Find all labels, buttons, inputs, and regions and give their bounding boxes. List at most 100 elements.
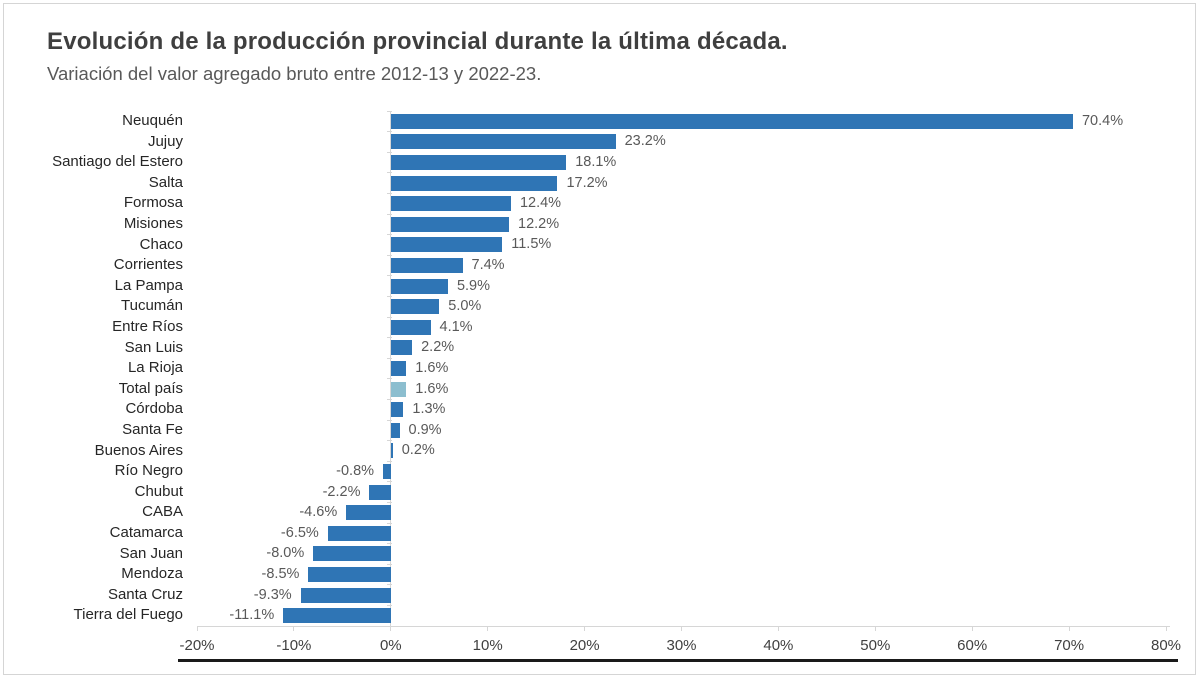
x-tick-label: 10% [472, 637, 503, 654]
category-label: Formosa [123, 194, 183, 212]
bar-san-juan [313, 546, 391, 562]
bar-salta [390, 175, 558, 191]
zero-axis-tick [386, 254, 392, 256]
value-label: -6.5% [280, 524, 319, 541]
value-label: 1.6% [415, 380, 449, 397]
bar-santiago-del-estero [390, 155, 567, 170]
category-label: Córdoba [125, 400, 183, 418]
value-label: 11.5% [511, 236, 552, 253]
category-label: San Luis [124, 338, 183, 356]
zero-axis-tick [386, 398, 392, 400]
category-label: Entre Ríos [112, 318, 183, 335]
x-tick-label: 80% [1150, 637, 1182, 654]
x-tick-label: 60% [957, 637, 988, 654]
bar-santa-fe [390, 422, 400, 438]
category-label: Misiones [123, 215, 183, 232]
x-tick-label: 0% [379, 637, 402, 654]
category-label: CABA [142, 503, 183, 521]
zero-axis-tick [386, 357, 392, 359]
value-label: 0.9% [408, 421, 442, 438]
category-label: Santiago del Estero [52, 153, 183, 171]
zero-axis-tick [386, 501, 392, 503]
x-axis-tick [777, 626, 779, 631]
category-label: Santa Fe [122, 421, 183, 438]
bar-tierra-del-fuego [283, 608, 391, 624]
zero-axis-tick [386, 460, 392, 462]
bar-catamarca [327, 525, 391, 541]
zero-axis-tick [386, 172, 392, 174]
zero-axis-tick [386, 563, 392, 565]
bar-c-rdoba [390, 402, 404, 418]
zero-axis-tick [386, 316, 392, 318]
value-label: 5.9% [456, 277, 491, 294]
category-label: Buenos Aires [94, 441, 183, 459]
x-tick-label: 70% [1054, 637, 1085, 654]
bar-san-luis [390, 340, 413, 356]
bottom-rule [178, 659, 1178, 662]
category-label: Chubut [134, 482, 183, 500]
category-label: Catamarca [109, 524, 183, 541]
category-label: Total país [118, 379, 183, 397]
category-label: Mendoza [121, 565, 183, 583]
value-label: 1.3% [412, 401, 446, 418]
value-label: 17.2% [566, 174, 608, 191]
zero-axis-tick [386, 213, 392, 215]
category-label: Chaco [139, 235, 183, 253]
category-label: Salta [148, 173, 183, 191]
x-axis-tick [1165, 626, 1167, 631]
x-axis-tick [584, 626, 586, 631]
bar-jujuy [390, 134, 616, 150]
x-tick-label: -20% [179, 637, 215, 654]
category-label: Corrientes [113, 256, 183, 274]
value-label: -8.0% [266, 545, 305, 562]
value-label: 7.4% [471, 257, 505, 273]
value-label: 1.6% [415, 360, 449, 376]
bar-buenos-aires [390, 443, 393, 459]
category-label: Tierra del Fuego [73, 606, 184, 624]
zero-axis-tick [386, 337, 392, 339]
zero-axis-tick [386, 543, 392, 545]
zero-axis-tick [386, 295, 392, 297]
chart-subtitle: Variación del valor agregado bruto entre… [47, 63, 542, 84]
zero-axis-tick [386, 604, 392, 606]
category-label: Santa Cruz [107, 585, 183, 603]
value-label: 5.0% [448, 298, 482, 315]
x-axis-tick [971, 626, 973, 631]
bar-caba [346, 505, 391, 521]
value-label: 4.1% [439, 318, 473, 335]
bar-total-pa-s [390, 381, 407, 397]
bar-chubut [369, 484, 391, 500]
x-axis-line [197, 626, 1170, 627]
value-label: 2.2% [421, 339, 455, 356]
zero-axis-tick [386, 234, 392, 236]
zero-axis-tick [386, 584, 392, 586]
category-label: San Juan [119, 544, 183, 562]
zero-axis-tick [386, 131, 392, 133]
zero-axis-tick [386, 481, 392, 483]
x-tick-label: -10% [276, 637, 312, 654]
category-label: Jujuy [147, 132, 183, 150]
bar-entre-r-os [390, 319, 431, 335]
bar-neuqu-n [390, 113, 1073, 129]
value-label: -0.8% [336, 463, 375, 479]
bar-chaco [390, 237, 503, 253]
bar-la-rioja [390, 361, 407, 376]
x-axis-tick [390, 626, 392, 631]
zero-axis-tick [386, 275, 392, 277]
x-tick-label: 50% [860, 637, 891, 654]
value-label: -11.1% [229, 607, 275, 624]
x-tick-label: 20% [569, 637, 600, 654]
category-label: La Rioja [127, 359, 183, 377]
zero-axis-tick [386, 522, 392, 524]
bar-santa-cruz [300, 587, 391, 603]
x-axis-tick [1068, 626, 1070, 631]
value-label: 18.1% [575, 154, 617, 170]
category-label: Neuquén [122, 112, 183, 129]
category-label: Tucumán [121, 297, 183, 315]
bar-la-pampa [390, 278, 448, 294]
value-label: 23.2% [624, 133, 666, 150]
x-axis-tick [487, 626, 489, 631]
value-label: 70.4% [1081, 112, 1124, 129]
value-label: -8.5% [261, 566, 300, 582]
